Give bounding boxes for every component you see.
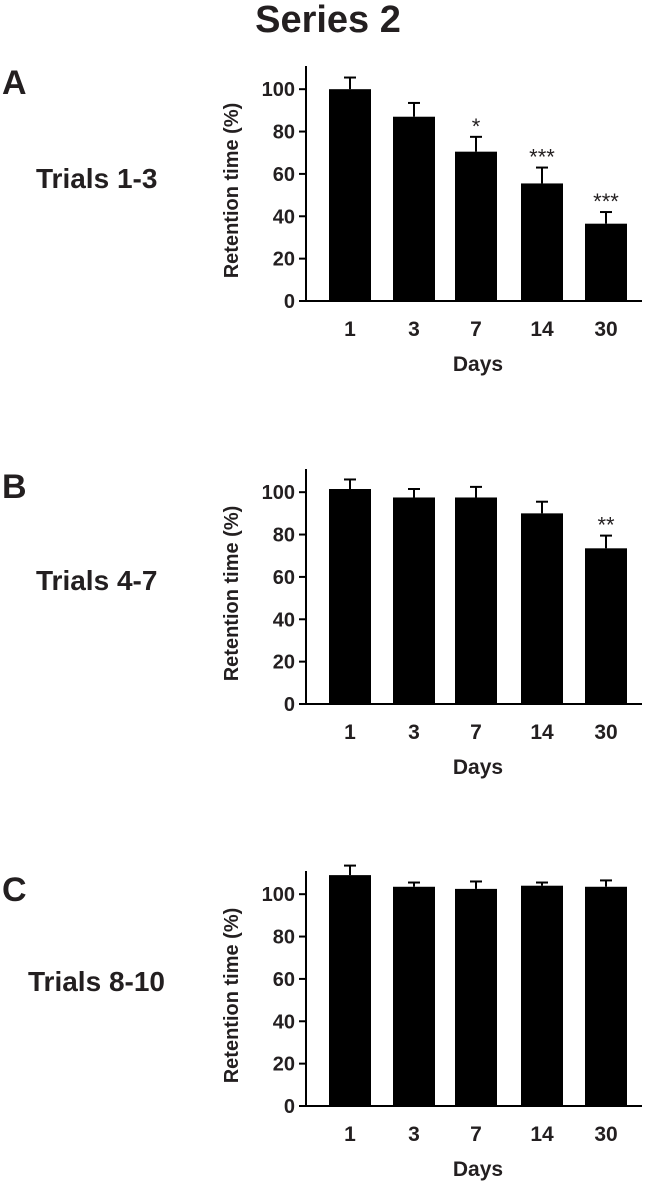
panel-b-bar-7	[455, 497, 497, 704]
panel-a-bar-3	[393, 116, 435, 301]
figure-title: Series 2	[255, 0, 401, 41]
panel-c-y-tick-label-100: 100	[262, 884, 295, 906]
panel-a-x-tick-label-1: 1	[344, 318, 356, 341]
panel-b-y-tick-label-80: 80	[273, 525, 295, 547]
panel-c-bar-30	[585, 886, 627, 1106]
panel-c-x-tick-label-30: 30	[594, 1123, 617, 1146]
panel-b-x-tick-label-1: 1	[344, 721, 356, 744]
panel-a-bar-30	[585, 223, 627, 301]
panel-a-x-tick-label-3: 3	[408, 318, 420, 341]
panel-c-bar-3	[393, 886, 435, 1106]
panel-c-y-tick-label-20: 20	[273, 1054, 295, 1076]
panel-b-bar-14	[521, 513, 563, 704]
row-label-c: Trials 8-10	[28, 966, 165, 997]
panel-c-y-tick-label-40: 40	[273, 1011, 295, 1033]
panel-b-x-tick-label-7: 7	[470, 721, 482, 744]
panel-a-y-tick-label-80: 80	[273, 122, 295, 144]
panel-a-y-tick-label-0: 0	[284, 291, 295, 313]
panel-c-bar-1	[329, 875, 371, 1106]
panel-a-significance-14: ***	[529, 145, 555, 170]
panel-a-y-tick-label-60: 60	[273, 164, 295, 186]
panel-b-x-tick-label-14: 14	[530, 721, 554, 744]
row-label-a: Trials 1-3	[36, 163, 158, 194]
panel-b-y-tick-label-20: 20	[273, 652, 295, 674]
panel-b-bar-1	[329, 489, 371, 704]
panel-a-x-tick-label-7: 7	[470, 318, 482, 341]
panel-c-x-axis-label: Days	[453, 1158, 503, 1181]
panel-letter-a: A	[2, 64, 27, 102]
panel-a-y-tick-label-40: 40	[273, 206, 295, 228]
panel-a-y-tick-label-20: 20	[273, 249, 295, 271]
panel-a-x-tick-label-30: 30	[594, 318, 617, 341]
panel-c-y-axis-label: Retention time (%)	[221, 908, 243, 1084]
panel-a-y-tick-label-100: 100	[262, 79, 295, 101]
panel-b-x-tick-label-3: 3	[408, 721, 420, 744]
panel-a-bar-7	[455, 151, 497, 301]
panel-c-y-tick-label-0: 0	[284, 1096, 295, 1118]
panel-letter-b: B	[2, 468, 27, 506]
panel-c-y-tick-label-60: 60	[273, 969, 295, 991]
panel-c-bar-14	[521, 885, 563, 1106]
panel-b-y-tick-label-60: 60	[273, 567, 295, 589]
panel-c-x-tick-label-14: 14	[530, 1123, 554, 1146]
panel-b-x-axis-label: Days	[453, 756, 503, 779]
panel-b-y-tick-label-0: 0	[284, 694, 295, 716]
panel-b-y-tick-label-40: 40	[273, 609, 295, 631]
panel-letter-c: C	[2, 871, 27, 909]
panel-a-x-axis-label: Days	[453, 353, 503, 376]
panel-b-x-tick-label-30: 30	[594, 721, 617, 744]
panel-a-significance-7: *	[472, 114, 481, 139]
panel-b-significance-30: **	[597, 513, 615, 538]
panel-c-x-tick-label-7: 7	[470, 1123, 482, 1146]
panel-b-y-tick-label-100: 100	[262, 482, 295, 504]
panel-c-x-tick-label-1: 1	[344, 1123, 356, 1146]
panel-a-significance-30: ***	[593, 189, 619, 214]
panel-a-x-tick-label-14: 14	[530, 318, 554, 341]
panel-b-y-axis-label: Retention time (%)	[221, 506, 243, 682]
panel-a-bar-14	[521, 183, 563, 301]
panel-b-bar-3	[393, 497, 435, 704]
panel-c-y-tick-label-80: 80	[273, 927, 295, 949]
panel-b-bar-30	[585, 548, 627, 704]
panel-a-y-axis-label: Retention time (%)	[221, 103, 243, 279]
panel-a-bar-1	[329, 89, 371, 301]
panel-c-x-tick-label-3: 3	[408, 1123, 420, 1146]
panel-c-bar-7	[455, 888, 497, 1106]
row-label-b: Trials 4-7	[36, 565, 158, 596]
